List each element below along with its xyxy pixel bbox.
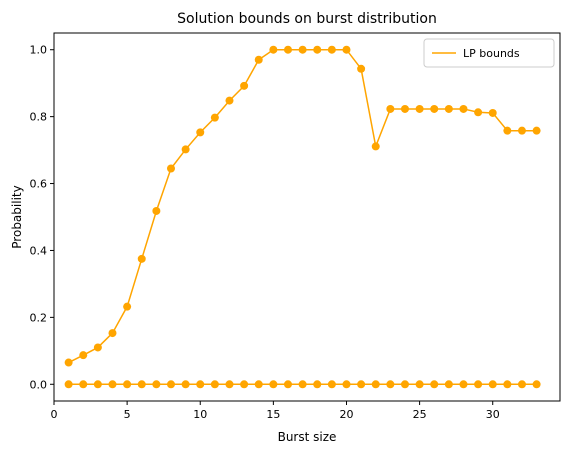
data-point-upper — [123, 302, 132, 311]
y-tick-label: 0.0 — [30, 378, 48, 391]
y-tick-label: 0.4 — [30, 244, 48, 257]
data-point-upper — [342, 45, 351, 54]
data-point-lower — [298, 380, 307, 389]
data-point-upper — [64, 358, 73, 367]
x-axis: 0 5 10 15 20 25 30 — [51, 401, 500, 421]
data-point-upper — [181, 145, 190, 154]
data-point-lower — [108, 380, 117, 389]
data-point-upper — [313, 45, 322, 54]
data-point-upper — [474, 108, 483, 117]
data-point-lower — [254, 380, 263, 389]
data-point-upper — [459, 104, 468, 113]
x-tick-label: 30 — [486, 408, 500, 421]
data-point-upper — [327, 45, 336, 54]
data-point-lower — [371, 380, 380, 389]
x-tick-label: 10 — [193, 408, 207, 421]
data-point-lower — [517, 380, 526, 389]
y-tick-label: 0.6 — [30, 178, 48, 191]
data-point-lower — [152, 380, 161, 389]
data-point-upper — [298, 45, 307, 54]
data-point-lower — [196, 380, 205, 389]
data-point-lower — [123, 380, 132, 389]
x-tick-label: 25 — [413, 408, 427, 421]
data-point-upper — [283, 45, 292, 54]
data-point-upper — [400, 104, 409, 113]
plot-frame — [53, 32, 561, 402]
chart-title: Solution bounds on burst distribution — [177, 11, 437, 27]
data-point-upper — [108, 329, 117, 338]
data-point-lower — [459, 380, 468, 389]
y-tick-label: 1.0 — [30, 44, 48, 57]
data-point-lower — [503, 380, 512, 389]
data-point-upper — [488, 108, 497, 117]
data-point-lower — [283, 380, 292, 389]
data-point-upper — [166, 164, 175, 173]
data-point-lower — [400, 380, 409, 389]
data-point-upper — [196, 128, 205, 137]
data-point-upper — [152, 206, 161, 215]
series-points — [64, 45, 541, 389]
data-point-lower — [430, 380, 439, 389]
data-point-upper — [240, 81, 249, 90]
data-point-upper — [532, 126, 541, 135]
x-axis-label: Burst size — [278, 430, 337, 444]
data-point-upper — [79, 351, 88, 360]
data-point-upper — [93, 343, 102, 352]
data-point-lower — [386, 380, 395, 389]
data-point-lower — [166, 380, 175, 389]
data-point-upper — [386, 104, 395, 113]
data-point-upper — [137, 254, 146, 263]
data-point-lower — [444, 380, 453, 389]
data-point-lower — [269, 380, 278, 389]
y-axis-label: Probability — [10, 185, 24, 248]
data-point-lower — [342, 380, 351, 389]
data-point-upper — [357, 64, 366, 73]
data-point-lower — [93, 380, 102, 389]
data-point-upper — [517, 126, 526, 135]
data-point-lower — [240, 380, 249, 389]
legend-label: LP bounds — [463, 47, 520, 60]
data-point-upper — [415, 104, 424, 113]
series-lines — [68, 48, 537, 386]
data-point-lower — [415, 380, 424, 389]
x-tick-label: 20 — [339, 408, 353, 421]
x-tick-label: 0 — [51, 408, 58, 421]
data-point-lower — [210, 380, 219, 389]
data-point-lower — [357, 380, 366, 389]
data-point-upper — [503, 126, 512, 135]
data-point-lower — [181, 380, 190, 389]
data-point-lower — [225, 380, 234, 389]
data-point-upper — [269, 45, 278, 54]
data-point-upper — [430, 104, 439, 113]
data-point-lower — [532, 380, 541, 389]
data-point-upper — [444, 104, 453, 113]
data-point-lower — [137, 380, 146, 389]
data-point-lower — [64, 380, 73, 389]
y-tick-label: 0.8 — [30, 111, 48, 124]
data-point-lower — [79, 380, 88, 389]
data-point-lower — [488, 380, 497, 389]
data-point-upper — [225, 96, 234, 105]
y-axis: 0.0 0.2 0.4 0.6 0.8 1.0 — [30, 44, 54, 391]
legend: LP bounds — [423, 38, 555, 68]
y-tick-label: 0.2 — [30, 311, 48, 324]
data-point-upper — [210, 113, 219, 122]
series-line-upper — [68, 48, 537, 364]
legend-box — [423, 38, 555, 68]
data-point-lower — [327, 380, 336, 389]
data-point-lower — [474, 380, 483, 389]
x-tick-label: 15 — [266, 408, 280, 421]
data-point-upper — [371, 142, 380, 151]
data-point-upper — [254, 55, 263, 64]
x-tick-label: 5 — [124, 408, 131, 421]
data-point-lower — [313, 380, 322, 389]
